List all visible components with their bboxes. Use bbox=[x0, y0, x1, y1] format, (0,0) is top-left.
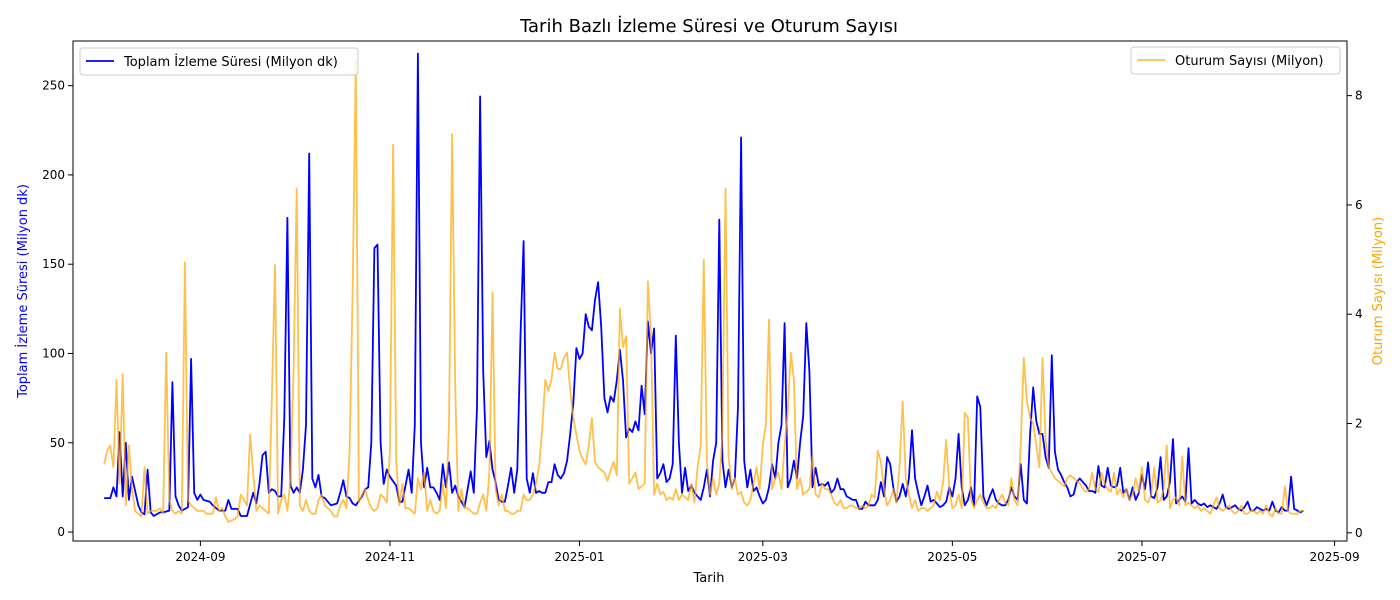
legend-left: Toplam İzleme Süresi (Milyon dk) bbox=[79, 47, 359, 76]
right-tick-label: 0 bbox=[1355, 526, 1363, 540]
x-tick-label: 2025-05 bbox=[927, 550, 977, 564]
right-tick-label: 8 bbox=[1355, 89, 1363, 103]
x-tick-label: 2025-01 bbox=[554, 550, 604, 564]
left-tick-label: 250 bbox=[42, 79, 65, 93]
left-tick-label: 200 bbox=[42, 168, 65, 182]
x-tick-label: 2024-09 bbox=[175, 550, 225, 564]
series-line-sessions bbox=[103, 59, 1304, 523]
right-tick-label: 6 bbox=[1355, 198, 1363, 212]
series-layer bbox=[103, 52, 1304, 523]
right-tick-label: 2 bbox=[1355, 417, 1363, 431]
left-axis: 0 50 100 150 200 250 bbox=[42, 79, 73, 539]
legend-right: Oturum Sayısı (Milyon) bbox=[1130, 46, 1341, 75]
x-axis-title: Tarih bbox=[693, 571, 725, 586]
x-tick-label: 2025-09 bbox=[1310, 550, 1360, 564]
left-axis-title: Toplam İzleme Süresi (Milyon dk) bbox=[15, 184, 31, 399]
plot-frame bbox=[72, 40, 1348, 542]
legend-right-label: Oturum Sayısı (Milyon) bbox=[1175, 54, 1323, 69]
legend-left-box bbox=[79, 47, 359, 76]
right-axis-title: Oturum Sayısı (Milyon) bbox=[1371, 217, 1386, 365]
left-tick-label: 50 bbox=[50, 436, 65, 450]
legend-left-label: Toplam İzleme Süresi (Milyon dk) bbox=[123, 54, 338, 70]
plot-border bbox=[72, 40, 1348, 542]
left-tick-label: 0 bbox=[57, 525, 65, 539]
right-axis: 0 2 4 6 8 bbox=[1347, 89, 1363, 540]
legend-right-box bbox=[1130, 46, 1341, 75]
left-tick-label: 100 bbox=[42, 347, 65, 361]
x-tick-label: 2025-07 bbox=[1117, 550, 1167, 564]
chart-title: Tarih Bazlı İzleme Süresi ve Oturum Sayı… bbox=[519, 16, 898, 37]
right-tick-label: 4 bbox=[1355, 307, 1363, 321]
left-tick-label: 150 bbox=[42, 257, 65, 271]
x-axis: 2024-09 2024-11 2025-01 2025-03 2025-05 2025-… bbox=[175, 541, 1360, 564]
x-tick-label: 2025-03 bbox=[738, 550, 788, 564]
x-tick-label: 2024-11 bbox=[365, 550, 415, 564]
